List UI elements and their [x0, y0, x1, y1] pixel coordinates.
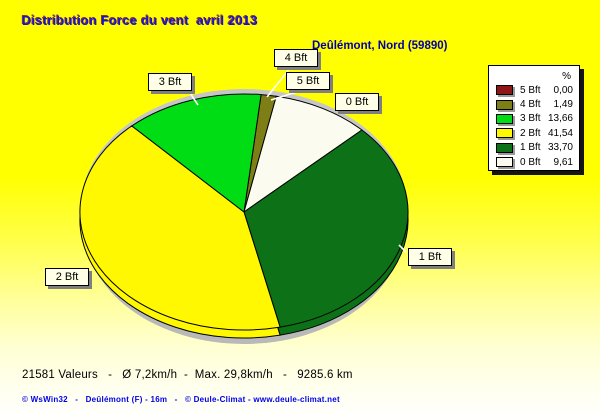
legend-value: 13,66	[547, 113, 573, 125]
callout-leader-line	[398, 244, 407, 253]
credit-line: © WsWin32 - Deûlémont (F) - 16m - © Deul…	[22, 395, 340, 404]
slice-label-2-bft: 2 Bft	[45, 268, 89, 286]
legend-label: 1 Bft	[520, 142, 541, 154]
callout-leader-line	[187, 89, 199, 106]
legend-value: 0,00	[553, 84, 573, 96]
slice-label-3-bft: 3 Bft	[148, 73, 192, 91]
legend-swatch	[496, 113, 513, 124]
pie-slice-2-bft	[79, 125, 281, 331]
station-name: Deûlémont, Nord (59890)	[312, 40, 448, 52]
legend-swatch	[496, 157, 513, 168]
legend-value: 33,70	[547, 142, 573, 154]
slice-label-1-bft: 1 Bft	[408, 248, 452, 266]
legend-row: 5 Bft 0,00	[489, 83, 579, 97]
pie-slice-3-bft	[130, 93, 262, 213]
legend-box: % 5 Bft 0,00 4 Bft 1,49 3 Bft 13,66 2 Bft 41,54…	[488, 65, 580, 171]
legend-row: 4 Bft 1,49	[489, 97, 579, 111]
legend-swatch	[496, 85, 513, 96]
legend-label: 5 Bft	[520, 84, 541, 96]
legend-label: 0 Bft	[520, 156, 541, 168]
legend-label: 3 Bft	[520, 113, 541, 125]
legend-swatch	[496, 128, 513, 139]
legend-label: 2 Bft	[520, 127, 541, 139]
legend-row: 2 Bft 41,54	[489, 126, 579, 140]
pie-slice-1-bft	[243, 129, 409, 328]
legend-row: 1 Bft 33,70	[489, 141, 579, 155]
slice-label-5-bft: 5 Bft	[286, 72, 330, 90]
legend-rows: 5 Bft 0,00 4 Bft 1,49 3 Bft 13,66 2 Bft 41,54 1 …	[489, 83, 579, 169]
legend-value: 9,61	[553, 156, 573, 168]
legend-unit-header: %	[562, 71, 571, 82]
slice-label-0-bft: 0 Bft	[335, 93, 379, 111]
callout-leader-line	[270, 89, 304, 101]
legend-swatch	[496, 99, 513, 110]
legend-swatch	[496, 142, 513, 153]
legend-label: 4 Bft	[520, 99, 541, 111]
stats-line: 21581 Valeurs - Ø 7,2km/h - Max. 29,8km/…	[22, 369, 353, 381]
legend-value: 41,54	[547, 127, 573, 139]
legend-row: 3 Bft 13,66	[489, 112, 579, 126]
legend-value: 1,49	[553, 99, 573, 111]
slice-label-4-bft: 4 Bft	[274, 49, 318, 67]
chart-title: Distribution Force du vent avril 2013	[22, 13, 258, 28]
legend-row: 0 Bft 9,61	[489, 155, 579, 169]
